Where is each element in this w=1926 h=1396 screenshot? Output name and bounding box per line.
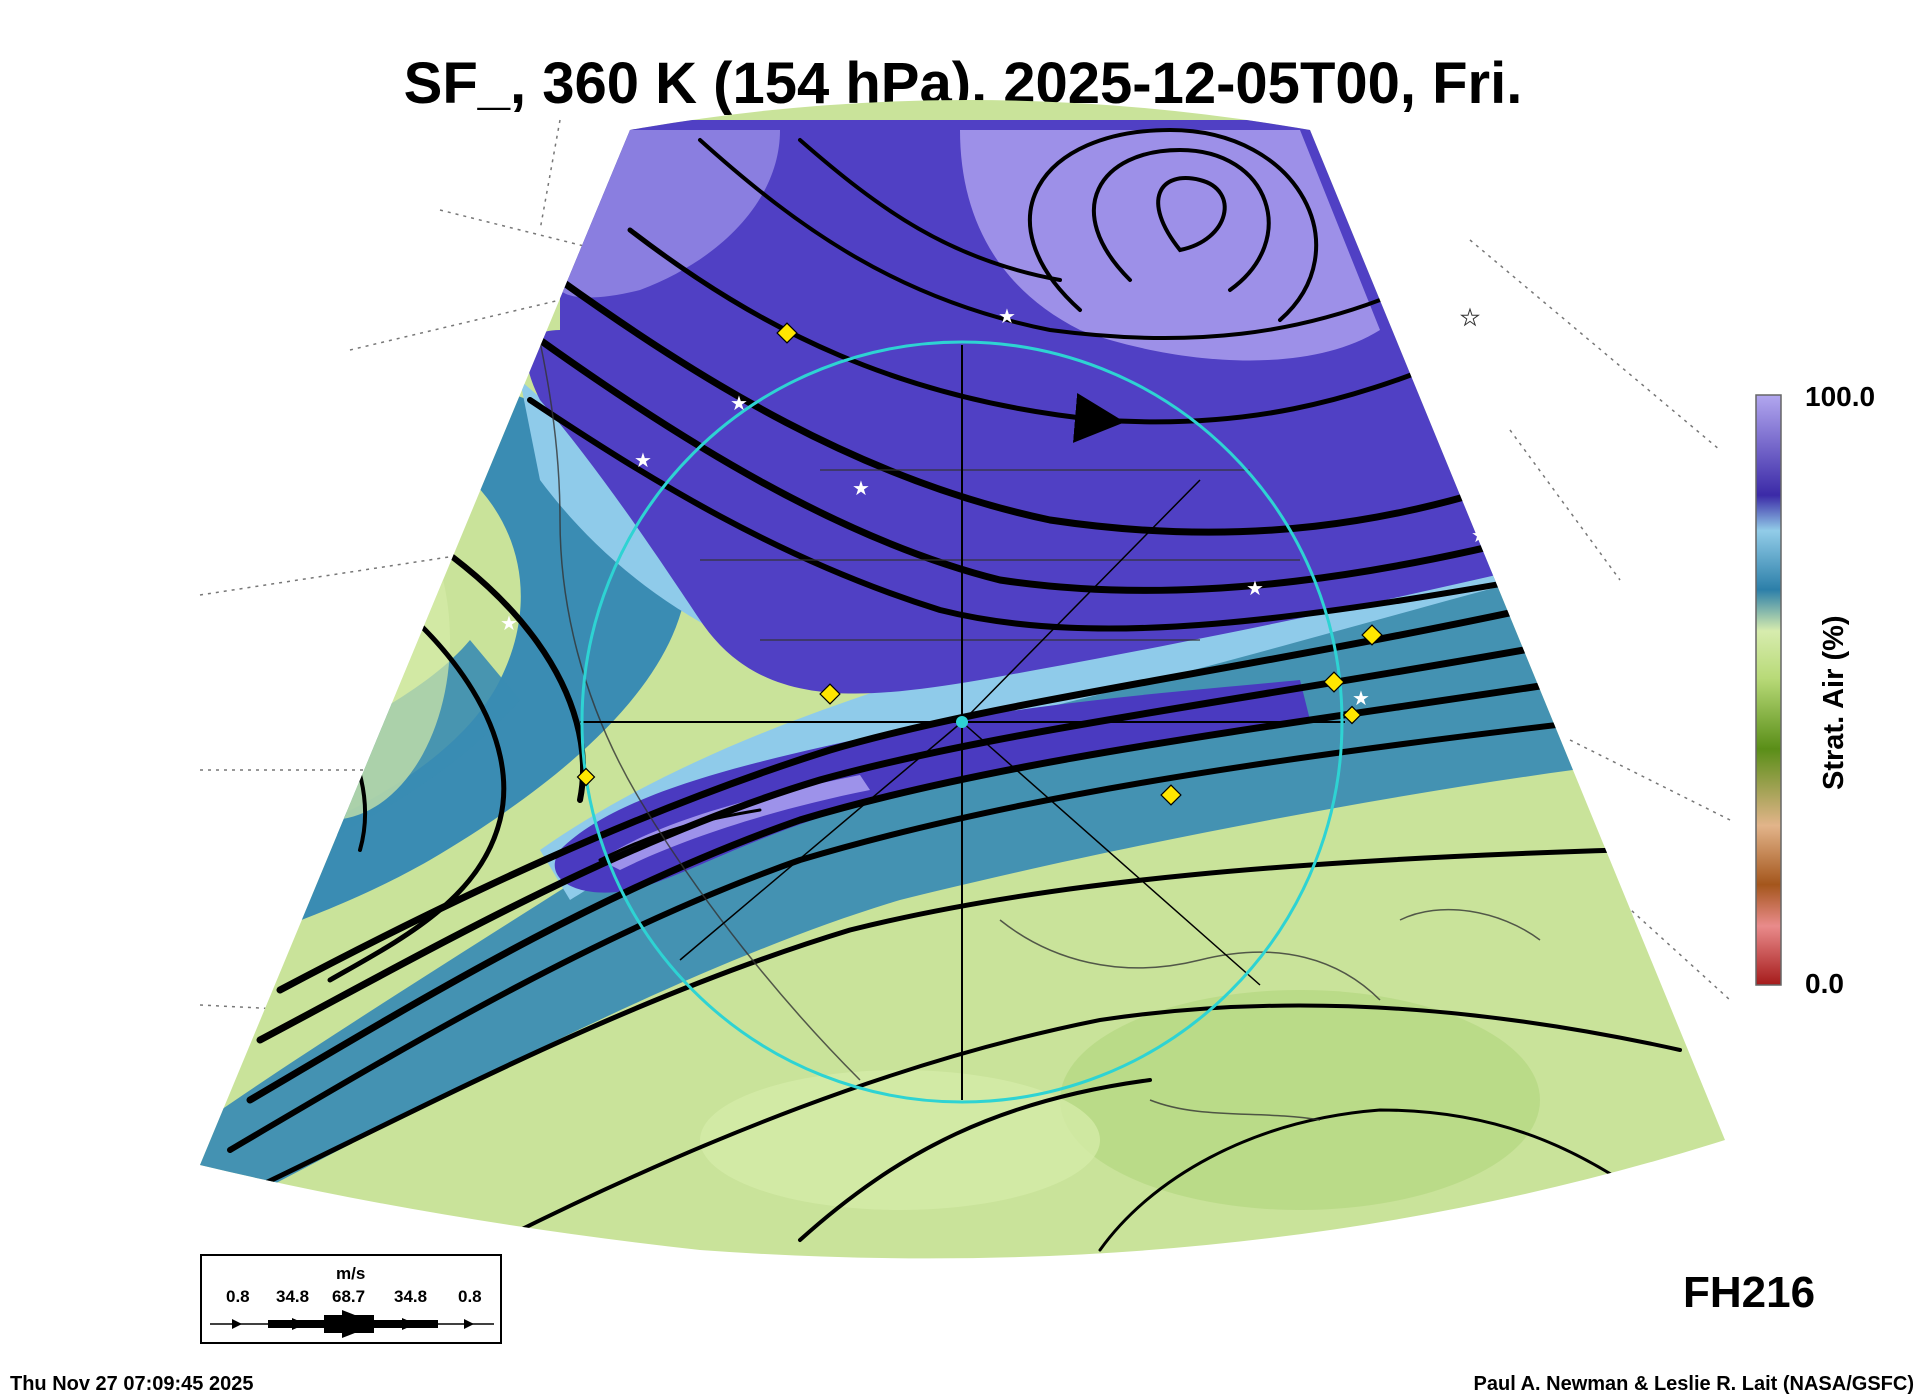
reference-circle: [580, 340, 1344, 1104]
footer-timestamp: Thu Nov 27 07:09:45 2025: [10, 1373, 254, 1395]
wind-legend-arrow-scale: [210, 1310, 494, 1338]
svg-text:★: ★: [1246, 576, 1264, 600]
center-marker: [956, 716, 968, 728]
svg-text:★: ★: [1471, 523, 1489, 547]
streamlines: [227, 127, 1682, 1252]
forecast-hour: FH216: [1683, 1268, 1816, 1317]
wind-legend: m/s 0.8 34.8 68.7 34.8 0.8: [200, 1254, 502, 1344]
diamond-markers: [576, 322, 1383, 806]
wind-legend-value-5: 0.8: [458, 1287, 482, 1306]
svg-text:★: ★: [852, 476, 870, 500]
colorbar-min-label: 0.0: [1805, 968, 1844, 999]
svg-text:★: ★: [634, 448, 652, 472]
wind-legend-value-2: 34.8: [276, 1287, 310, 1306]
colorbar-axis-label: Strat. Air (%): [1818, 615, 1850, 790]
colorbar: [1755, 394, 1782, 986]
wind-legend-value-4: 34.8: [394, 1287, 428, 1306]
svg-text:★: ★: [1352, 686, 1370, 710]
wind-legend-value-3: 68.7: [332, 1287, 366, 1306]
wind-legend-unit: m/s: [336, 1264, 366, 1283]
wind-legend-value-1: 0.8: [226, 1287, 250, 1306]
footer-credit: Paul A. Newman & Leslie R. Lait (NASA/GS…: [1473, 1373, 1914, 1395]
svg-text:★: ★: [998, 304, 1016, 328]
coastlines: [519, 249, 1541, 1121]
projection-overlay: [580, 340, 1345, 1104]
svg-text:★: ★: [500, 611, 518, 635]
svg-text:★: ★: [1460, 306, 1480, 331]
svg-text:★: ★: [730, 391, 748, 415]
colorbar-max-label: 100.0: [1805, 381, 1876, 412]
star-markers: ★ ★ ★ ★ ★ ★ ★ ★: [500, 304, 1489, 710]
